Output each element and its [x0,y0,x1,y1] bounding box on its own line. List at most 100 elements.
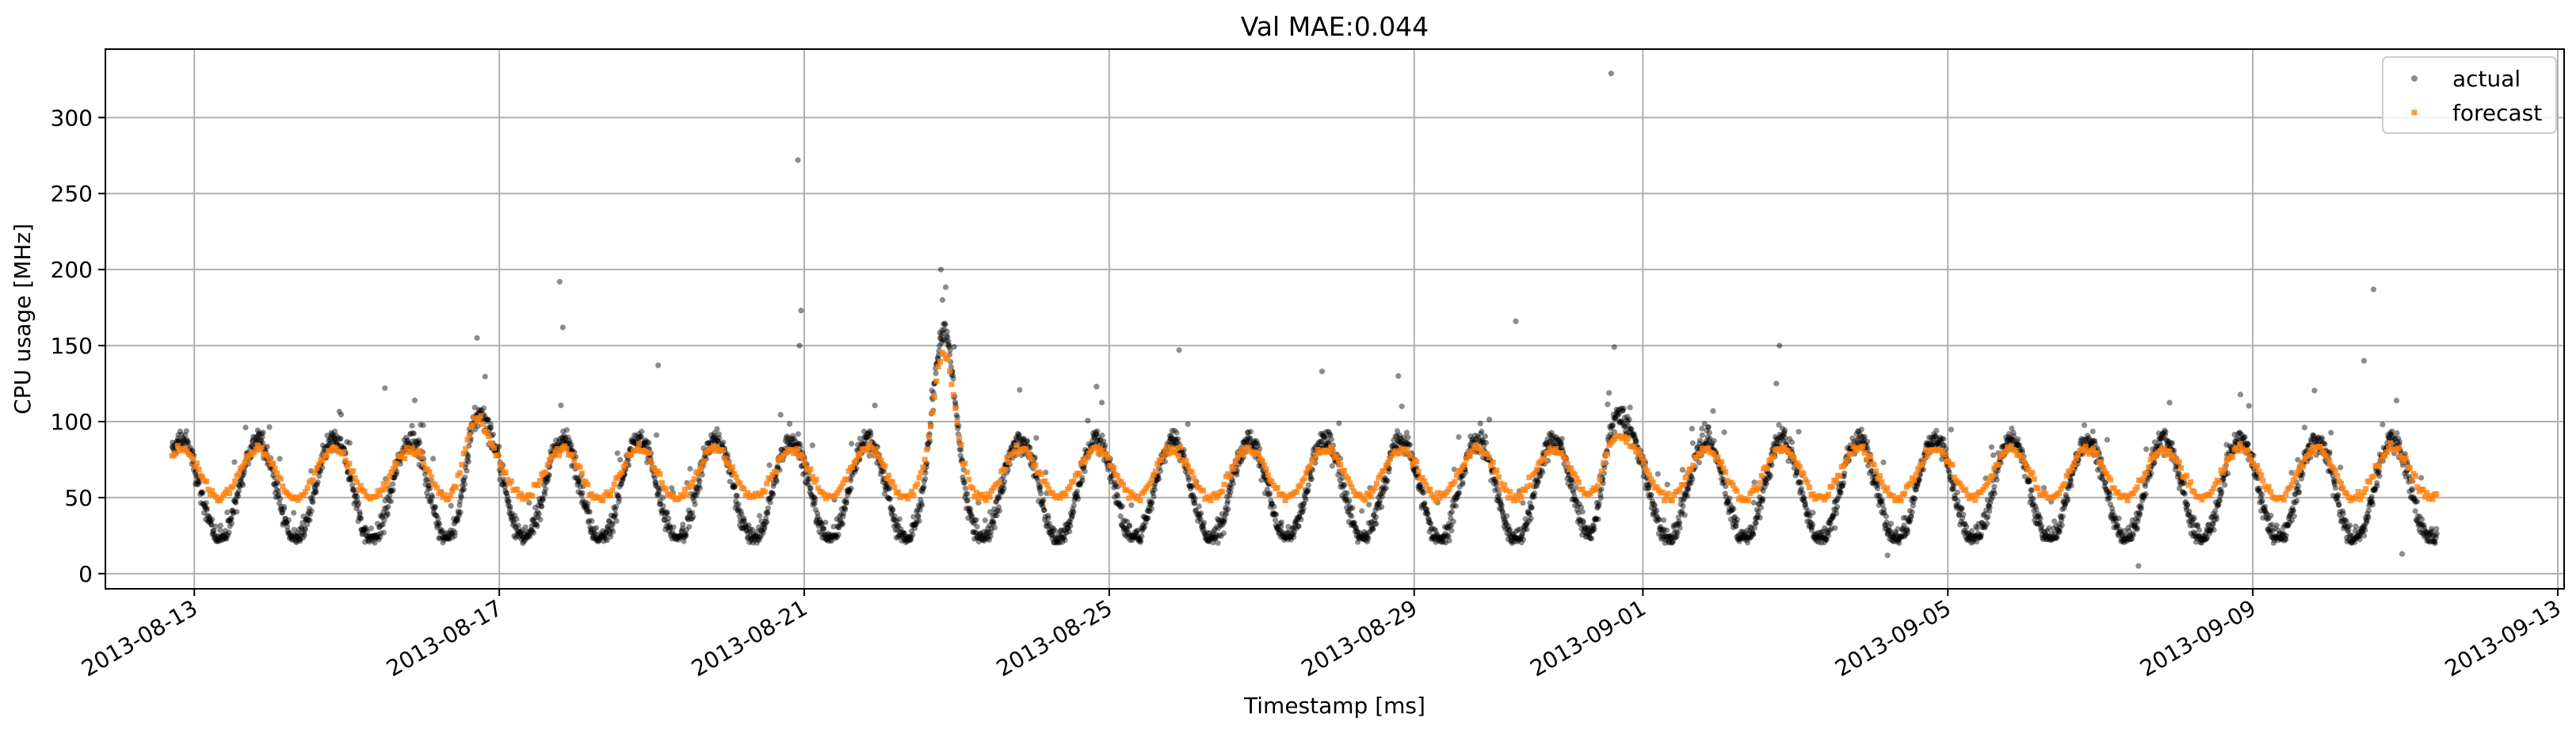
actual-point [2394,398,2399,403]
actual-point [1648,492,1654,498]
actual-point [613,511,618,517]
actual-point [1456,434,1461,440]
actual-point [266,424,272,430]
actual-point [1521,537,1526,542]
actual-point [391,487,396,493]
actual-point [1186,477,1192,483]
actual-point [200,491,205,496]
actual-point [683,532,689,537]
actual-point [235,493,241,498]
actual-point [2059,522,2065,528]
actual-point [483,374,488,380]
actual-point [1428,521,1433,526]
actual-point [1067,523,1073,529]
actual-point [1399,403,1405,409]
actual-point [992,525,998,530]
actual-point [291,510,296,516]
actual-point [281,504,287,510]
actual-point [836,532,841,537]
actual-point [1273,512,1279,517]
actual-point [2192,515,2197,521]
actual-point [1948,427,1954,433]
actual-point [1529,504,1535,510]
actual-point [1959,505,1964,510]
actual-point [2328,430,2334,435]
actual-point [2389,429,2395,434]
actual-point [2319,435,2325,441]
actual-point [409,423,414,429]
actual-point [1305,487,1311,493]
actual-point [1070,510,1076,515]
actual-point [1595,517,1601,522]
actual-point [2170,441,2175,446]
actual-point [1279,520,1284,525]
actual-point [2375,483,2380,488]
actual-point [812,497,818,502]
actual-point [1231,481,1236,487]
actual-point [1768,473,1773,479]
actual-point [2041,485,2047,491]
actual-point [1917,477,1922,483]
actual-point [666,516,671,521]
actual-point [2296,489,2302,495]
actual-point [2294,498,2299,503]
actual-point [2090,429,2096,434]
actual-point [778,412,784,418]
actual-point [610,529,616,534]
actual-point [1453,503,1459,509]
actual-point [1298,517,1303,522]
actual-point [507,504,513,510]
actual-point [1888,521,1894,526]
actual-point [2107,491,2112,497]
actual-point [910,532,915,537]
actual-point [1404,430,1410,435]
actual-point [2225,471,2231,476]
actual-point [1532,491,1537,496]
actual-point [821,526,826,532]
actual-point [1826,533,1831,538]
actual-point [1689,476,1695,482]
actual-point [1099,399,1105,405]
actual-point [587,509,593,514]
actual-point [1883,514,1889,519]
actual-point [2196,528,2202,533]
actual-point [1727,495,1732,501]
actual-point [1037,484,1043,490]
actual-point [231,460,237,465]
actual-point [2302,425,2307,430]
actual-point [680,521,685,527]
actual-point [697,485,703,491]
actual-point [2394,430,2399,436]
actual-point [513,517,519,522]
actual-point [687,466,693,472]
actual-point [1226,506,1231,512]
actual-point [1221,530,1227,536]
actual-point [2260,498,2265,503]
actual-point [1384,478,1390,483]
actual-point [1017,388,1022,393]
actual-point [660,495,666,500]
actual-point [1520,500,1525,506]
actual-point [1610,422,1616,428]
actual-point [1689,426,1695,431]
actual-point [1963,524,1969,529]
actual-point [228,515,234,521]
actual-point [2347,522,2353,528]
actual-point [1336,421,1341,426]
actual-point [1750,532,1756,537]
actual-point [464,468,469,474]
actual-point [1685,493,1690,498]
actual-point [1033,435,1039,441]
actual-point [1992,491,1998,496]
actual-point [1383,486,1389,491]
actual-point [617,457,623,463]
actual-point [2162,430,2168,435]
actual-point [975,524,980,529]
actual-point [1711,438,1716,444]
actual-point [1067,529,1072,534]
actual-point [1989,445,1994,450]
actual-point [1379,504,1384,510]
actual-point [614,518,620,524]
actual-point [983,517,988,523]
